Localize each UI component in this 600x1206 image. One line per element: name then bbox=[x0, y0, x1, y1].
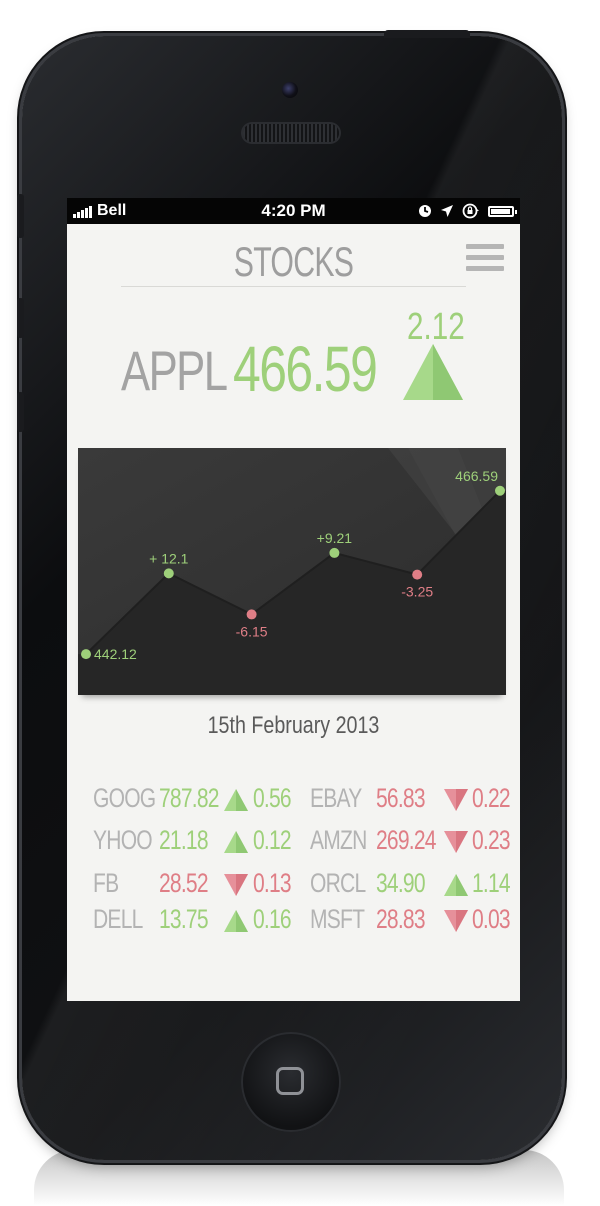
chart-point-label: + 12.1 bbox=[149, 550, 189, 566]
quote-price: 13.75 bbox=[159, 904, 209, 934]
hamburger-menu-icon[interactable] bbox=[466, 244, 504, 272]
chart-point-label: 466.59 bbox=[455, 468, 498, 484]
quote-price: 28.52 bbox=[159, 868, 209, 898]
quote-symbol: ORCL bbox=[310, 868, 366, 898]
home-button[interactable] bbox=[241, 1032, 341, 1132]
down-arrow-icon bbox=[444, 789, 468, 811]
quote-price: 56.83 bbox=[376, 783, 426, 813]
quote-change: 0.16 bbox=[253, 904, 292, 934]
status-icons bbox=[418, 203, 517, 219]
quote-symbol: MSFT bbox=[310, 904, 365, 934]
price-chart[interactable]: 442.12 + 12.1 -6.15 +9.21 -3.25 466.59 bbox=[78, 448, 506, 695]
volume-up-button bbox=[17, 298, 24, 338]
status-time: 4:20 PM bbox=[261, 201, 326, 220]
down-arrow-icon bbox=[444, 831, 468, 853]
quote-change: 1.14 bbox=[472, 868, 511, 898]
chart-point-label: 442.12 bbox=[94, 646, 137, 662]
chart-line-segment bbox=[168, 572, 253, 616]
quote-change: 0.22 bbox=[472, 783, 511, 813]
chart-line-segment bbox=[85, 572, 170, 655]
chart-point[interactable] bbox=[81, 649, 91, 660]
quote-item-fb[interactable]: FB 28.52 0.13 bbox=[93, 868, 293, 904]
quote-price: 34.90 bbox=[376, 868, 426, 898]
chart-line-segment bbox=[334, 551, 418, 576]
front-camera bbox=[282, 82, 298, 98]
chart-point[interactable] bbox=[412, 569, 423, 580]
mute-switch bbox=[17, 194, 24, 238]
chart-point-label: -3.25 bbox=[401, 584, 433, 600]
quote-symbol: AMZN bbox=[310, 825, 367, 855]
price-chart-svg: 442.12 + 12.1 -6.15 +9.21 -3.25 466.59 bbox=[78, 448, 506, 695]
quote-symbol: EBAY bbox=[310, 783, 362, 813]
rotation-lock-icon bbox=[462, 203, 479, 219]
chart-point[interactable] bbox=[163, 568, 174, 579]
down-arrow-icon bbox=[444, 910, 468, 932]
chart-point[interactable] bbox=[246, 609, 257, 620]
earpiece-speaker bbox=[243, 124, 339, 142]
quote-symbol: FB bbox=[93, 868, 119, 898]
quote-change: 0.23 bbox=[472, 825, 511, 855]
quote-change: 0.12 bbox=[253, 825, 292, 855]
status-bar: Bell 4:20 PM bbox=[67, 198, 520, 224]
sleep-wake-button bbox=[384, 30, 470, 38]
quote-symbol: YHOO bbox=[93, 825, 153, 855]
quote-price: 28.83 bbox=[376, 904, 426, 934]
up-arrow-icon bbox=[403, 344, 463, 400]
quote-symbol: GOOG bbox=[93, 783, 156, 813]
quote-item-dell[interactable]: DELL 13.75 0.16 bbox=[93, 904, 293, 940]
quote-change: 0.56 bbox=[253, 783, 292, 813]
chart-date: 15th February 2013 bbox=[207, 712, 380, 739]
chart-point[interactable] bbox=[495, 485, 505, 496]
location-arrow-icon bbox=[441, 205, 453, 217]
carrier-name: Bell bbox=[97, 202, 127, 219]
clock-icon bbox=[419, 205, 431, 217]
up-arrow-icon bbox=[224, 910, 248, 932]
quote-symbol: DELL bbox=[93, 904, 143, 934]
chart-point[interactable] bbox=[329, 547, 340, 558]
chart-line-segment bbox=[251, 552, 335, 616]
quote-change: 0.03 bbox=[472, 904, 511, 934]
featured-change: 2.12 bbox=[407, 306, 465, 348]
app-screen: Bell 4:20 PM STOCKS bbox=[67, 198, 520, 1001]
chart-area bbox=[78, 490, 506, 695]
quote-item-ebay[interactable]: EBAY 56.83 0.22 bbox=[310, 783, 511, 819]
chart-point-label: +9.21 bbox=[317, 530, 353, 546]
quote-item-yhoo[interactable]: YHOO 21.18 0.12 bbox=[93, 825, 293, 861]
signal-bars-icon bbox=[73, 206, 92, 218]
quote-price: 787.82 bbox=[159, 783, 220, 813]
down-arrow-icon bbox=[224, 874, 248, 896]
header-divider bbox=[121, 286, 466, 287]
quote-item-msft[interactable]: MSFT 28.83 0.03 bbox=[310, 904, 511, 940]
app-title: STOCKS bbox=[233, 238, 354, 285]
featured-symbol: APPL bbox=[121, 339, 228, 402]
quote-item-goog[interactable]: GOOG 787.82 0.56 bbox=[93, 783, 293, 819]
up-arrow-icon bbox=[444, 874, 468, 896]
chart-line-segment bbox=[416, 490, 501, 576]
quote-item-orcl[interactable]: ORCL 34.90 1.14 bbox=[310, 868, 511, 904]
chart-point-label: -6.15 bbox=[236, 623, 268, 639]
volume-down-button bbox=[17, 392, 24, 432]
quote-item-amzn[interactable]: AMZN 269.24 0.23 bbox=[310, 825, 511, 861]
quote-change: 0.13 bbox=[253, 868, 292, 898]
up-arrow-icon bbox=[224, 789, 248, 811]
featured-price: 466.59 bbox=[233, 333, 378, 405]
quote-price: 269.24 bbox=[376, 825, 437, 855]
quote-price: 21.18 bbox=[159, 825, 209, 855]
home-square-icon bbox=[276, 1067, 304, 1095]
battery-icon bbox=[488, 205, 517, 217]
up-arrow-icon bbox=[224, 831, 248, 853]
